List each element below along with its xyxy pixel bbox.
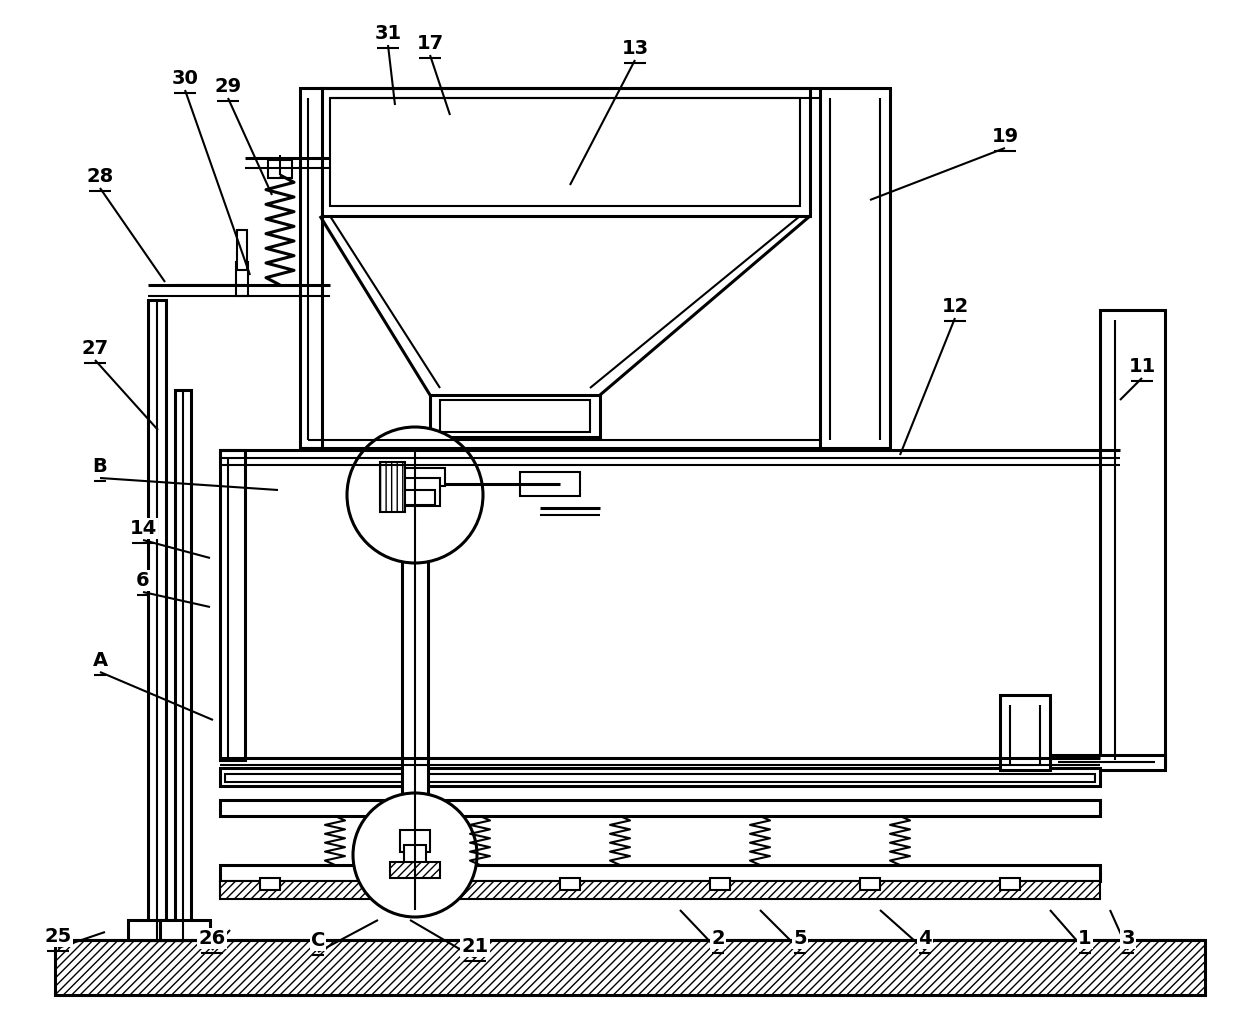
Bar xyxy=(219,768,1100,786)
Text: 28: 28 xyxy=(87,167,114,186)
Bar xyxy=(219,450,246,760)
Bar xyxy=(236,262,248,296)
Bar xyxy=(999,878,1021,890)
Bar xyxy=(219,881,1100,899)
Bar xyxy=(219,800,1100,816)
Bar xyxy=(410,878,430,890)
Bar xyxy=(175,390,191,940)
Bar xyxy=(148,300,166,940)
Text: 12: 12 xyxy=(941,298,968,316)
Text: 1: 1 xyxy=(1079,929,1091,948)
Text: 2: 2 xyxy=(712,929,725,948)
Bar xyxy=(999,695,1050,770)
Text: A: A xyxy=(93,651,108,670)
Bar xyxy=(237,230,247,270)
Text: 14: 14 xyxy=(129,519,156,538)
Text: 26: 26 xyxy=(198,929,226,948)
Bar xyxy=(520,472,580,496)
Bar xyxy=(330,98,800,206)
Text: 11: 11 xyxy=(1128,357,1156,376)
Bar xyxy=(404,845,427,863)
Bar xyxy=(560,878,580,890)
Text: 31: 31 xyxy=(374,24,402,43)
Bar xyxy=(260,878,280,890)
Bar xyxy=(160,920,210,940)
Bar xyxy=(219,865,1100,881)
Text: B: B xyxy=(93,457,108,476)
Bar xyxy=(440,400,590,432)
Bar xyxy=(711,878,730,890)
Bar xyxy=(402,450,428,910)
Bar xyxy=(820,88,890,448)
Bar xyxy=(391,478,440,506)
Text: 27: 27 xyxy=(82,339,109,358)
Text: 6: 6 xyxy=(136,571,150,590)
Text: 25: 25 xyxy=(45,927,72,946)
Text: 17: 17 xyxy=(417,34,444,53)
Bar xyxy=(430,395,600,437)
Bar xyxy=(1050,755,1166,770)
Bar xyxy=(55,940,1205,995)
Bar xyxy=(391,862,440,878)
Bar xyxy=(128,920,184,940)
Circle shape xyxy=(347,427,484,563)
Text: 13: 13 xyxy=(621,39,649,58)
Text: 29: 29 xyxy=(215,77,242,96)
Text: 30: 30 xyxy=(171,69,198,88)
Bar xyxy=(384,468,445,486)
Bar xyxy=(1100,310,1166,765)
Bar xyxy=(320,88,810,216)
Circle shape xyxy=(353,793,477,917)
Bar xyxy=(300,88,322,448)
Text: 19: 19 xyxy=(992,127,1018,146)
Bar xyxy=(379,462,405,512)
Text: 21: 21 xyxy=(461,937,489,956)
Text: C: C xyxy=(311,931,325,950)
Text: 5: 5 xyxy=(794,929,807,948)
Bar xyxy=(224,774,1095,782)
Bar xyxy=(861,878,880,890)
Text: 3: 3 xyxy=(1121,929,1135,948)
Bar xyxy=(401,829,430,852)
Text: 4: 4 xyxy=(918,929,931,948)
Bar xyxy=(396,490,435,505)
Bar xyxy=(268,160,291,178)
